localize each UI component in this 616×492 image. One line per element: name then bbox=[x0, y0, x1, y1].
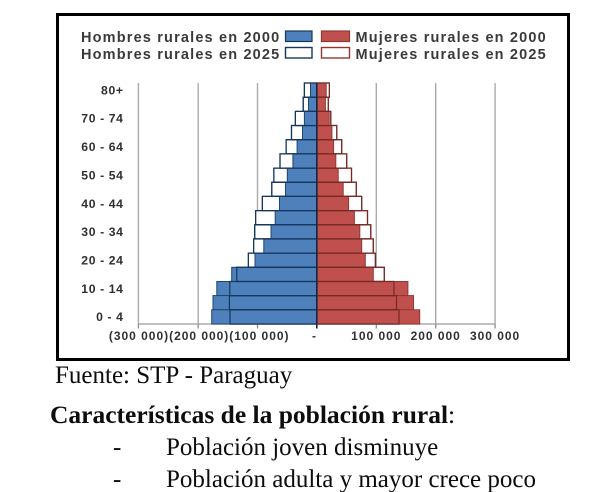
svg-text:100 000: 100 000 bbox=[351, 329, 401, 343]
svg-text:70 - 74: 70 - 74 bbox=[81, 112, 123, 126]
svg-text:300 000: 300 000 bbox=[470, 329, 520, 343]
svg-text:80+: 80+ bbox=[101, 83, 124, 97]
svg-text:(300 000): (300 000) bbox=[109, 329, 169, 343]
svg-text:40 - 44: 40 - 44 bbox=[81, 197, 123, 211]
svg-text:200 000: 200 000 bbox=[411, 329, 461, 343]
svg-text:0 - 4: 0 - 4 bbox=[96, 310, 124, 324]
svg-text:30 - 34: 30 - 34 bbox=[81, 225, 123, 239]
svg-text:(200 000): (200 000) bbox=[169, 329, 229, 343]
svg-text:-: - bbox=[312, 329, 317, 343]
svg-text:10 - 14: 10 - 14 bbox=[81, 282, 123, 296]
svg-text:50 - 54: 50 - 54 bbox=[81, 168, 123, 182]
svg-text:(100 000): (100 000) bbox=[229, 329, 289, 343]
svg-text:60 - 64: 60 - 64 bbox=[81, 140, 123, 154]
svg-text:Mujeres rurales en 2025: Mujeres rurales en 2025 bbox=[356, 47, 547, 63]
svg-text:20 - 24: 20 - 24 bbox=[81, 254, 123, 268]
svg-text:Mujeres rurales en 2000: Mujeres rurales en 2000 bbox=[356, 30, 547, 46]
svg-text:Hombres rurales en 2000: Hombres rurales en 2000 bbox=[81, 30, 280, 46]
svg-text:Hombres rurales en 2025: Hombres rurales en 2025 bbox=[81, 47, 280, 63]
